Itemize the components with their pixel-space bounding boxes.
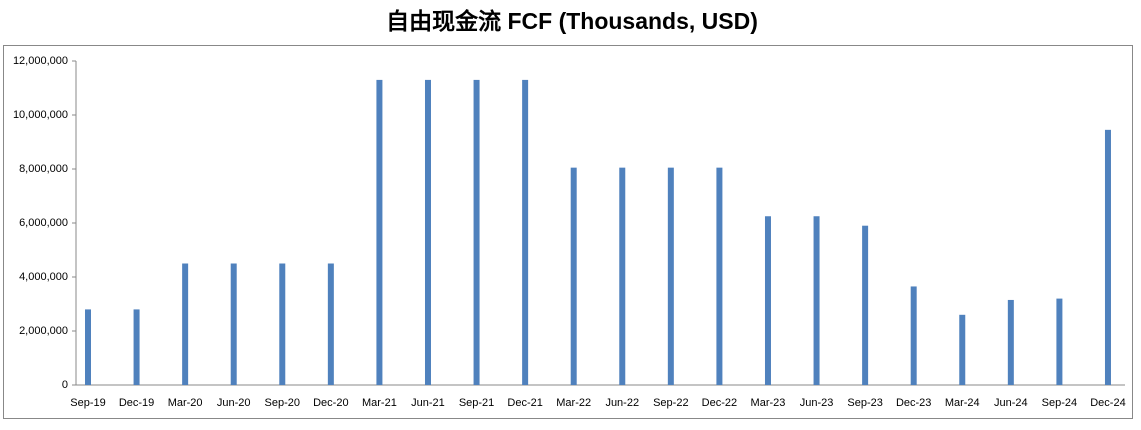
- bar: [85, 309, 91, 385]
- x-tick-label: Jun-20: [217, 397, 251, 409]
- bar: [1007, 299, 1014, 385]
- y-tick-label: 2,000,000: [19, 325, 68, 337]
- bar: [910, 286, 917, 385]
- bar: [1056, 298, 1063, 385]
- bar: [327, 263, 334, 385]
- x-tick-label: Sep-21: [459, 397, 494, 409]
- x-tick-label: Sep-19: [70, 397, 105, 409]
- x-tick-label: Jun-23: [800, 397, 834, 409]
- x-tick-label: Jun-22: [605, 397, 639, 409]
- bar: [716, 167, 723, 385]
- x-tick-label: Mar-22: [556, 397, 591, 409]
- y-tick-label: 4,000,000: [19, 271, 68, 283]
- y-tick-label: 0: [62, 379, 68, 391]
- x-tick-label: Dec-19: [119, 397, 154, 409]
- y-tick-label: 12,000,000: [13, 55, 68, 67]
- bar: [1104, 129, 1111, 385]
- x-tick-label: Mar-23: [751, 397, 786, 409]
- x-tick-label: Dec-20: [313, 397, 348, 409]
- y-tick-label: 6,000,000: [19, 217, 68, 229]
- chart-title: 自由现金流 FCF (Thousands, USD): [386, 8, 758, 34]
- x-tick-label: Mar-21: [362, 397, 397, 409]
- bar: [424, 79, 431, 386]
- bar: [230, 263, 237, 385]
- x-tick-label: Jun-24: [994, 397, 1028, 409]
- bar: [570, 167, 577, 385]
- x-tick-label: Dec-22: [702, 397, 737, 409]
- bar: [862, 225, 869, 385]
- bar: [133, 309, 140, 385]
- x-tick-label: Sep-22: [653, 397, 688, 409]
- bar: [813, 216, 820, 385]
- x-tick-label: Mar-24: [945, 397, 980, 409]
- x-tick-label: Jun-21: [411, 397, 445, 409]
- bar: [667, 167, 674, 385]
- bar: [376, 79, 383, 386]
- x-tick-label: Dec-21: [507, 397, 542, 409]
- bar: [619, 167, 626, 385]
- x-tick-label: Sep-23: [847, 397, 882, 409]
- y-tick-label: 10,000,000: [13, 109, 68, 121]
- bar: [279, 263, 286, 385]
- bar: [473, 79, 480, 386]
- x-tick-label: Sep-20: [265, 397, 300, 409]
- bar: [182, 263, 189, 385]
- x-tick-label: Dec-24: [1090, 397, 1125, 409]
- bar: [522, 79, 529, 386]
- bar: [764, 216, 771, 385]
- plot-frame: [3, 45, 1133, 419]
- bar: [959, 314, 966, 385]
- y-tick-label: 8,000,000: [19, 163, 68, 175]
- x-tick-label: Sep-24: [1042, 397, 1077, 409]
- x-tick-label: Mar-20: [168, 397, 203, 409]
- x-tick-label: Dec-23: [896, 397, 931, 409]
